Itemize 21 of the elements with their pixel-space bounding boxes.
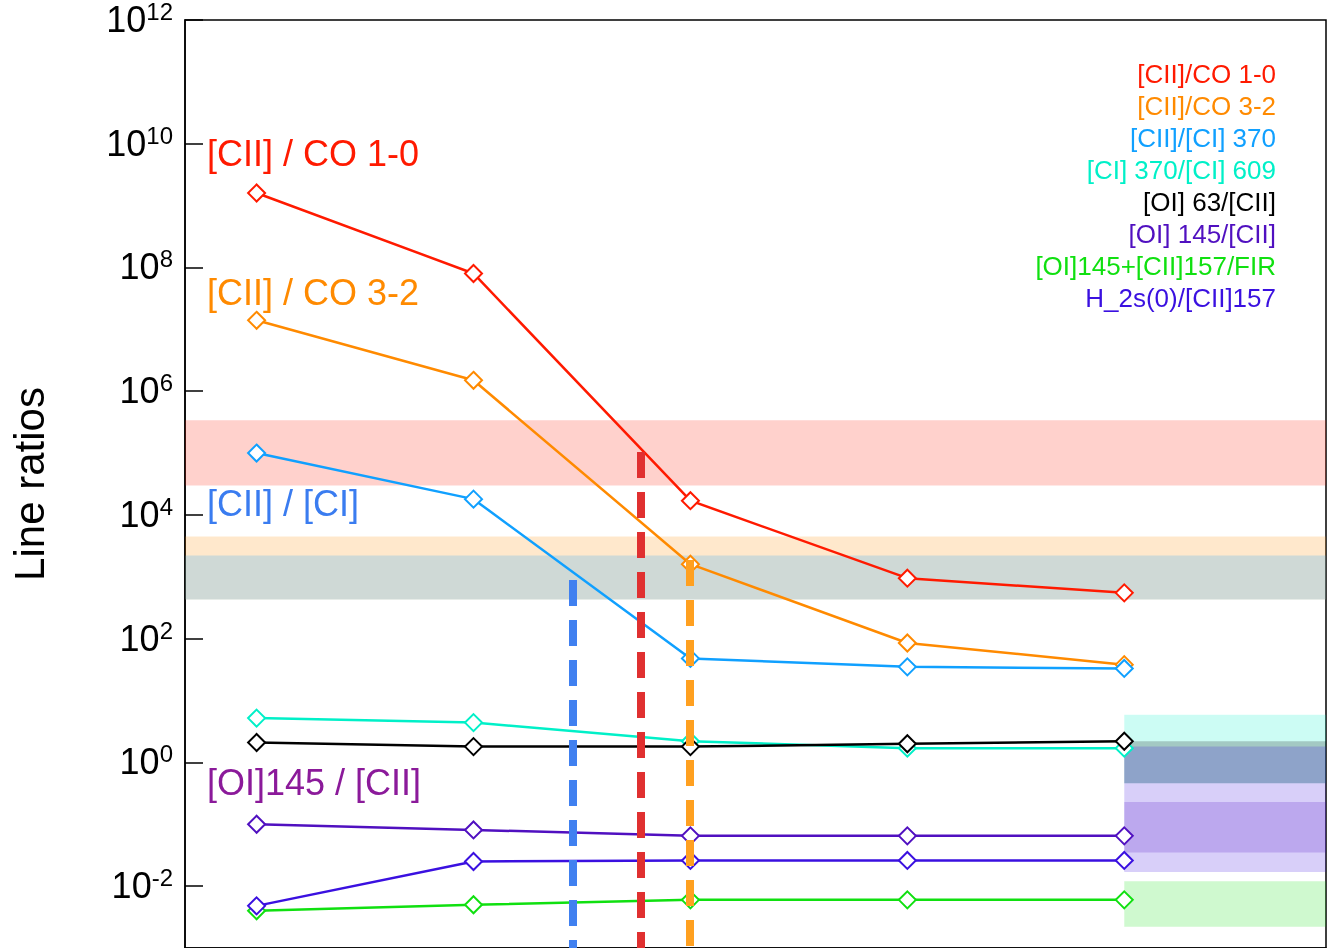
y-tick-label: 10$^{0}$ <box>119 740 173 785</box>
text: H_2s(0)/[CII]157 <box>1085 283 1276 313</box>
text: [OI] 145/[CII] <box>1128 219 1276 249</box>
y-tick-label: 10$^{12}$ <box>106 0 173 42</box>
y-axis-title: Line ratios <box>5 387 53 581</box>
y-tick-label: 10$^{2}$ <box>119 616 173 661</box>
y-tick-label: 10$^{6}$ <box>119 369 173 414</box>
y-tick-label: 10$^{4}$ <box>119 492 173 537</box>
text: [CII]/CO 3-2 <box>1137 91 1276 121</box>
annotation: [CII] / CO 1-0 <box>207 132 420 174</box>
annotation: [OI]145 / [CII] <box>207 761 422 803</box>
text: [OI] 63/[CII] <box>1143 187 1276 217</box>
y-tick-label: 10$^{-2}$ <box>111 864 173 909</box>
text: [CII]/[CI] 370 <box>1130 123 1276 153</box>
y-tick-label: 10$^{10}$ <box>106 121 173 166</box>
annotation: [CII] / [CI] <box>207 482 360 524</box>
y-tick-label: 10$^{8}$ <box>119 245 173 290</box>
text: [CII]/CO 1-0 <box>1137 59 1276 89</box>
text: [OI]145+[CII]157/FIR <box>1035 251 1276 281</box>
text: [CI] 370/[CI] 609 <box>1086 155 1276 185</box>
annotation: [CII] / CO 3-2 <box>207 271 420 313</box>
